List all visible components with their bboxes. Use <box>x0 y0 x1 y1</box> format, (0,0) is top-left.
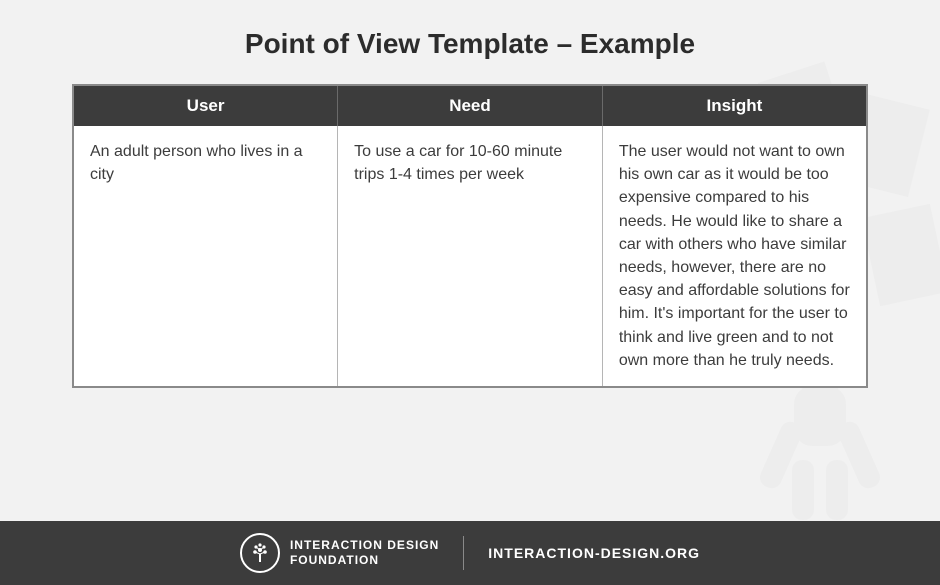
main-content: Point of View Template – Example User Ne… <box>0 0 940 388</box>
table-row: An adult person who lives in a city To u… <box>73 126 867 387</box>
footer-bar: INTERACTION DESIGN FOUNDATION INTERACTIO… <box>0 521 940 585</box>
col-header-need: Need <box>338 85 603 126</box>
table-header-row: User Need Insight <box>73 85 867 126</box>
cell-need: To use a car for 10-60 minute trips 1-4 … <box>338 126 603 387</box>
pov-table: User Need Insight An adult person who li… <box>72 84 868 388</box>
cell-user: An adult person who lives in a city <box>73 126 338 387</box>
col-header-insight: Insight <box>602 85 867 126</box>
brand-text: INTERACTION DESIGN FOUNDATION <box>290 538 439 568</box>
footer-divider <box>463 536 464 570</box>
tree-logo-icon <box>240 533 280 573</box>
brand-line1: INTERACTION DESIGN <box>290 538 439 553</box>
footer-url: INTERACTION-DESIGN.ORG <box>488 545 700 561</box>
col-header-user: User <box>73 85 338 126</box>
brand-line2: FOUNDATION <box>290 553 439 568</box>
cell-insight: The user would not want to own his own c… <box>602 126 867 387</box>
brand-block: INTERACTION DESIGN FOUNDATION <box>240 533 439 573</box>
page-title: Point of View Template – Example <box>72 28 868 60</box>
